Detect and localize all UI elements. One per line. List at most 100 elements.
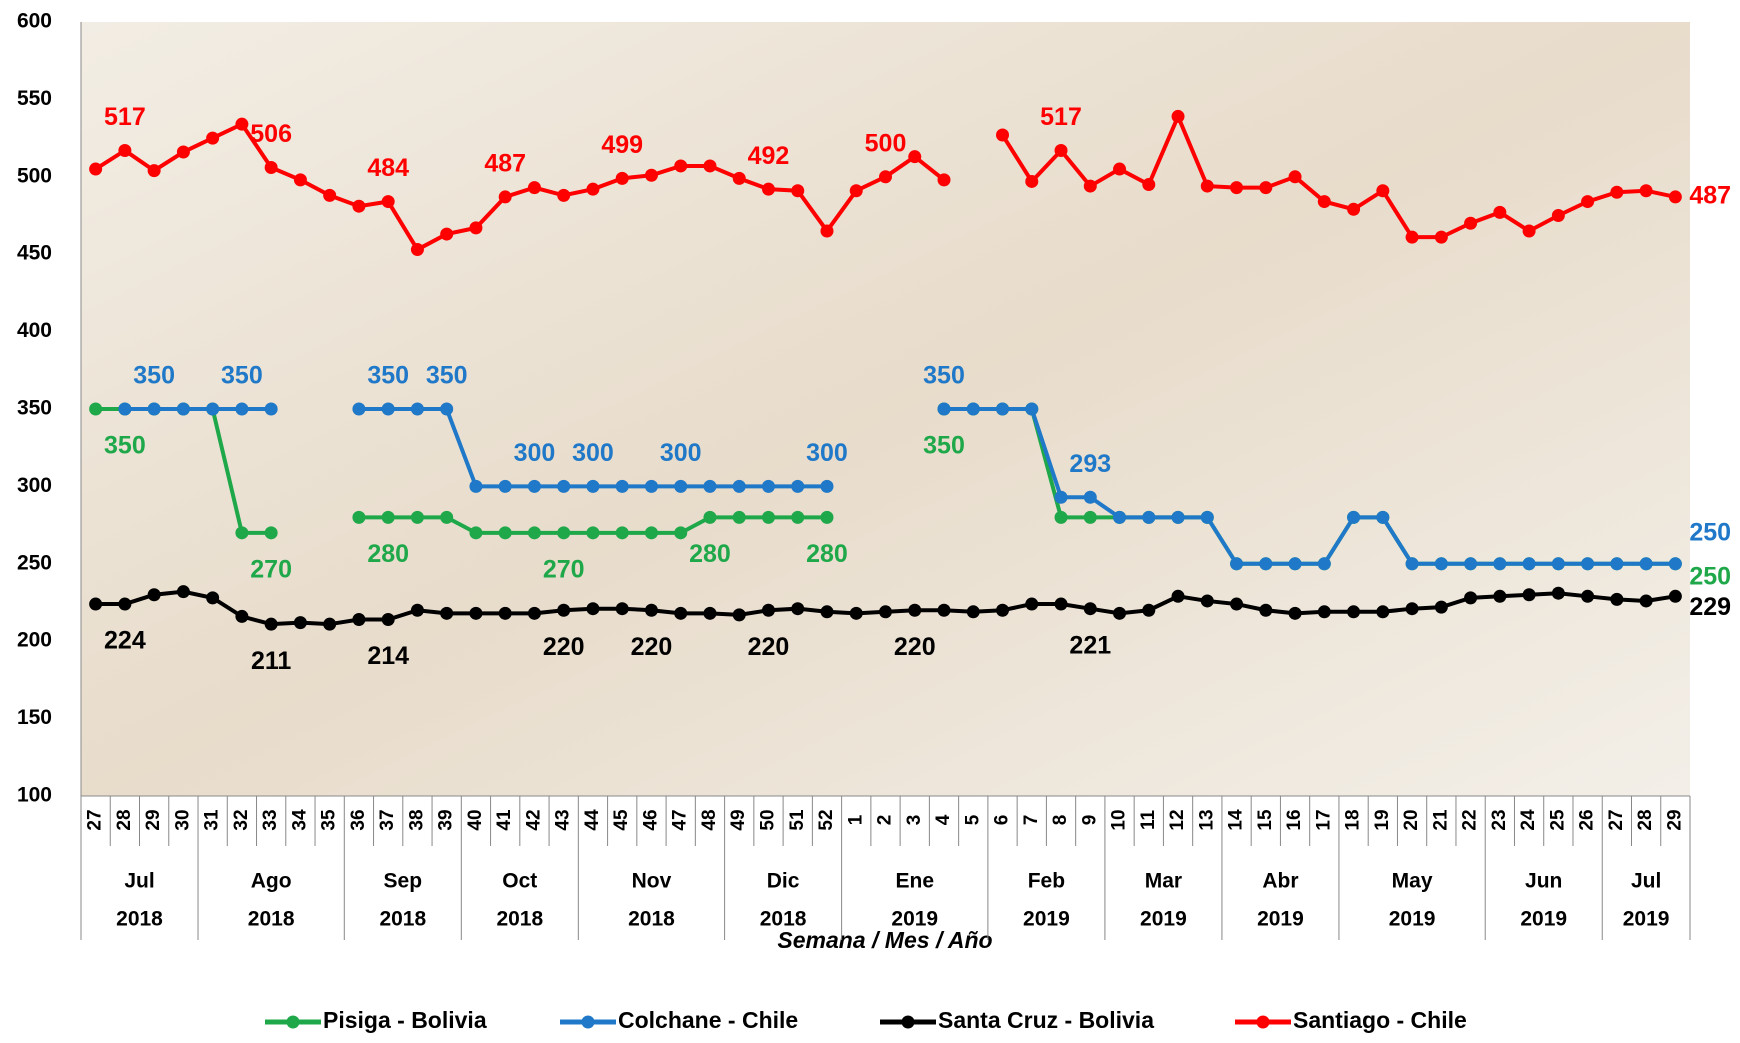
x-tick-label: 9 [1079,815,1100,826]
data-point [1083,490,1097,504]
data-point [1551,586,1565,600]
data-point [323,617,337,631]
data-point [1171,589,1185,603]
x-tick-label: 50 [757,809,778,830]
data-point [879,605,892,619]
x-tick-label: 28 [1635,809,1656,830]
data-point [206,402,220,416]
data-label: 487 [484,150,526,178]
data-point [527,479,541,493]
x-axis-title: Semana / Mes / Año [777,927,992,953]
data-label: 280 [689,540,731,568]
data-point [235,402,249,416]
data-point [527,181,541,195]
x-tick-label: 7 [1021,815,1042,826]
data-point [1376,510,1390,524]
data-point [732,510,746,524]
data-point [498,606,512,620]
data-point [147,588,161,602]
data-point [381,510,395,524]
y-tick-label: 450 [17,242,52,265]
data-point [235,609,249,623]
data-point [176,585,190,599]
data-point [703,479,717,493]
data-point [1610,185,1624,199]
data-point [527,526,541,540]
data-point [937,603,951,617]
data-label: 220 [748,633,790,661]
data-point [849,606,863,620]
y-tick-label: 550 [17,87,52,110]
x-tick-label: 49 [728,809,749,830]
x-tick-label: 27 [85,809,106,830]
month-label: Feb [1028,870,1065,893]
x-tick-label: 26 [1577,809,1598,830]
y-tick-label: 100 [17,784,52,807]
data-point [352,613,366,627]
y-tick-label: 350 [17,397,52,420]
data-point [1025,597,1039,611]
legend-marker [1256,1015,1270,1029]
data-point [1347,510,1361,524]
year-label: 2018 [760,908,807,931]
x-tick-label: 19 [1372,809,1393,830]
data-point [118,402,132,416]
data-point [1054,490,1068,504]
data-point [498,526,512,540]
x-tick-label: 13 [1196,809,1217,830]
x-tick-label: 30 [172,809,193,830]
data-point [879,170,892,184]
month-label: Abr [1262,870,1298,893]
data-label: 300 [514,439,556,467]
data-label: 229 [1689,593,1731,621]
x-tick-label: 46 [640,809,661,830]
data-point [235,526,249,540]
data-point [586,602,600,616]
data-point [1522,588,1536,602]
month-label: Oct [502,870,537,893]
data-point [615,171,629,185]
data-point [732,608,746,622]
data-point [732,479,746,493]
data-point [1200,594,1214,608]
year-label: 2019 [1023,908,1070,931]
data-point [1200,179,1214,193]
data-point [966,605,980,619]
data-point [1347,202,1361,216]
data-label: 300 [806,439,848,467]
x-tick-label: 52 [816,809,837,830]
data-point [1639,184,1653,198]
data-point [1317,557,1331,571]
data-point [1259,603,1273,617]
data-point [1551,209,1565,222]
data-point [586,526,600,540]
data-point [176,402,190,416]
data-point [1376,184,1390,198]
month-label: Mar [1145,870,1182,893]
data-point [469,479,483,493]
x-tick-label: 36 [348,809,369,830]
data-point [1025,174,1039,188]
data-point [1522,557,1536,571]
data-point [791,184,805,198]
x-tick-label: 33 [260,809,281,830]
data-point [1405,230,1419,244]
data-point [644,168,658,182]
data-point [761,510,775,524]
plot-background [81,22,1690,796]
month-label: Nov [632,870,672,893]
data-point [1493,205,1507,219]
x-tick-label: 27 [1606,809,1627,830]
data-point [1639,594,1653,608]
data-label: 350 [367,362,409,390]
data-point [1083,179,1097,193]
data-point [293,173,307,187]
data-point [1493,557,1507,571]
month-label: Jun [1525,870,1562,893]
data-point [996,402,1010,416]
month-label: Ago [251,870,292,893]
x-tick-label: 6 [992,815,1013,826]
data-point [1171,510,1185,524]
data-point [557,603,571,617]
data-point [323,188,337,202]
